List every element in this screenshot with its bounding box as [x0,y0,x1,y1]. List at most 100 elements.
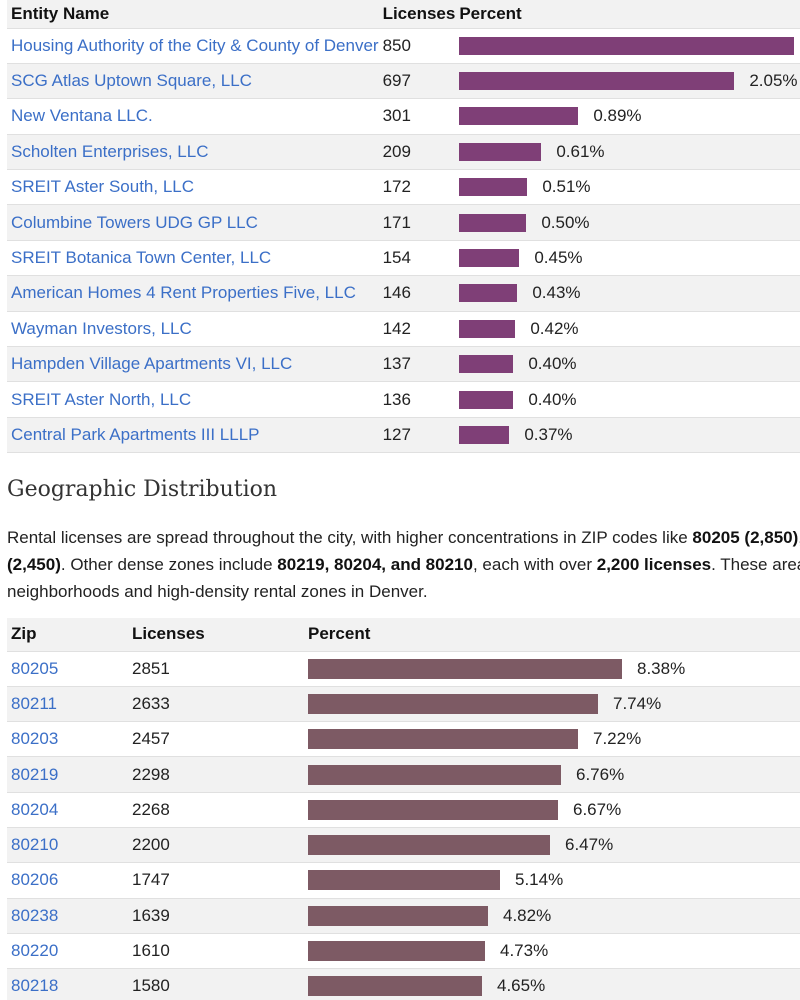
entity-percent-label: 0.40% [528,389,577,409]
entity-name-cell: New Ventana LLC. [7,98,379,135]
zip-percent-bar [308,941,485,962]
zip-link[interactable]: 80205 [11,658,59,678]
zip-link[interactable]: 80218 [11,976,59,996]
zip-header[interactable]: Zip [7,618,128,651]
entity-percent-bar [459,36,795,55]
zip-licenses-cell: 2457 [128,721,304,757]
entity-name-cell: Central Park Apartments III LLLP [7,416,379,454]
zip-row: 80203 2457 7.22% [7,721,800,757]
entity-name-link[interactable]: Housing Authority of the City & County o… [11,35,379,55]
entity-licenses-cell: 301 [378,98,456,135]
zip-link[interactable]: 80203 [11,729,59,749]
zip-percent-bar [308,870,500,891]
entity-percent-bar-wrap: 0.61% [459,142,800,162]
zip-link[interactable]: 80220 [11,941,59,961]
paragraph-text: , [798,528,800,547]
entity-licenses-cell: 171 [378,204,456,241]
entity-percent-cell: 0.43% [455,275,800,312]
zip-percent-label: 5.14% [515,870,564,890]
entity-name-link[interactable]: SREIT Botanica Town Center, LLC [11,248,272,268]
zip-percent-label: 4.65% [497,976,546,996]
entity-name-cell: American Homes 4 Rent Properties Five, L… [7,275,379,312]
zip-percent-bar [308,976,482,997]
paragraph-highlight: 80205 (2,850) [692,528,799,547]
zip-cell: 80210 [7,826,128,863]
paragraph-text: Rental licenses are spread throughout th… [7,528,693,547]
zip-percent-bar-wrap: 4.73% [308,941,800,962]
entity-row: Scholten Enterprises, LLC 209 0.61% [7,133,800,170]
entity-name-link[interactable]: SREIT Aster South, LLC [11,177,194,197]
entity-row: Wayman Investors, LLC 142 0.42% [7,310,800,347]
zip-percent-label: 6.47% [565,835,614,855]
zip-percent-cell: 4.82% [304,897,800,934]
entity-percent-bar [459,107,579,126]
entity-licenses-cell: 697 [378,62,456,99]
zip-link[interactable]: 80238 [11,905,59,925]
entity-name-link[interactable]: Central Park Apartments III LLLP [11,424,260,444]
entity-name-link[interactable]: Columbine Towers UDG GP LLC [11,212,258,232]
zip-link[interactable]: 80211 [11,693,58,713]
entity-licenses-cell: 172 [378,169,456,205]
entity-percent-header[interactable]: Percent [455,0,800,28]
entity-name-link[interactable]: Wayman Investors, LLC [11,318,192,338]
entity-row: Housing Authority of the City & County o… [7,27,800,64]
entity-percent-bar [459,284,518,303]
entity-name-cell: SCG Atlas Uptown Square, LLC [7,62,379,99]
entity-name-cell: Scholten Enterprises, LLC [7,133,379,170]
paragraph-text: . Other dense zones include [60,555,278,574]
zip-percent-label: 8.38% [637,658,686,678]
zip-percent-bar-wrap: 7.22% [308,729,800,750]
entity-percent-bar [459,142,542,161]
zip-link[interactable]: 80219 [11,764,59,784]
entity-name-link[interactable]: SCG Atlas Uptown Square, LLC [11,71,252,91]
zip-cell: 80206 [7,862,128,899]
zip-cell: 80220 [7,932,128,969]
entity-percent-cell: 0.40% [455,346,800,382]
entity-percent-bar-wrap: 0.45% [459,248,800,268]
entity-licenses-header[interactable]: Licenses [378,0,456,28]
zip-link[interactable]: 80204 [11,799,59,819]
paragraph-text: , each with over [472,555,597,574]
zip-percent-bar-wrap: 4.82% [308,905,800,926]
entity-percent-label: 0.50% [541,212,590,232]
zip-cell: 80204 [7,791,128,828]
zip-percent-header[interactable]: Percent [304,618,800,651]
zip-row: 80211 2633 7.74% [7,685,800,722]
entity-name-cell: Columbine Towers UDG GP LLC [7,204,379,241]
entity-name-link[interactable]: Hampden Village Apartments VI, LLC [11,354,293,374]
entity-percent-cell: 0.45% [455,239,800,276]
zip-license-table: Zip Licenses Percent 80205 2851 8.38% 80211… [7,618,800,1000]
zip-cell: 80205 [7,650,128,687]
zip-licenses-cell: 1639 [128,897,304,934]
entity-licenses-cell: 142 [378,310,456,347]
zip-licenses-header[interactable]: Licenses [128,618,304,651]
entity-percent-bar-wrap: 0.43% [459,283,800,303]
entity-name-link[interactable]: New Ventana LLC. [11,106,153,126]
entity-percent-bar [459,425,510,444]
entity-name-cell: Wayman Investors, LLC [7,310,379,347]
entity-percent-cell: 0.37% [455,416,800,454]
entity-percent-bar [459,249,520,268]
entity-percent-label: 0.42% [530,318,579,338]
zip-cell: 80219 [7,756,128,793]
entity-percent-bar-wrap: 2.05% [459,71,800,91]
zip-row: 80204 2268 6.67% [7,791,800,828]
entity-percent-bar-wrap: 0.42% [459,319,800,339]
zip-link[interactable]: 80206 [11,870,59,890]
zip-percent-cell: 4.73% [304,932,800,969]
entity-name-link[interactable]: American Homes 4 Rent Properties Five, L… [11,283,356,303]
entity-name-cell: SREIT Botanica Town Center, LLC [7,239,379,276]
entity-name-link[interactable]: Scholten Enterprises, LLC [11,141,209,161]
zip-percent-bar-wrap: 6.76% [308,764,800,785]
entity-name-header[interactable]: Entity Name [7,0,379,28]
entity-row: American Homes 4 Rent Properties Five, L… [7,275,800,312]
entity-name-link[interactable]: SREIT Aster North, LLC [11,389,192,409]
entity-percent-bar-wrap: 0.89% [459,106,800,126]
zip-link[interactable]: 80210 [11,835,59,855]
zip-percent-cell: 7.22% [304,721,800,757]
zip-percent-cell: 6.47% [304,826,800,863]
zip-licenses-cell: 2298 [128,756,304,793]
entity-percent-cell: 0.61% [455,133,800,170]
zip-percent-bar-wrap: 6.67% [308,799,800,820]
